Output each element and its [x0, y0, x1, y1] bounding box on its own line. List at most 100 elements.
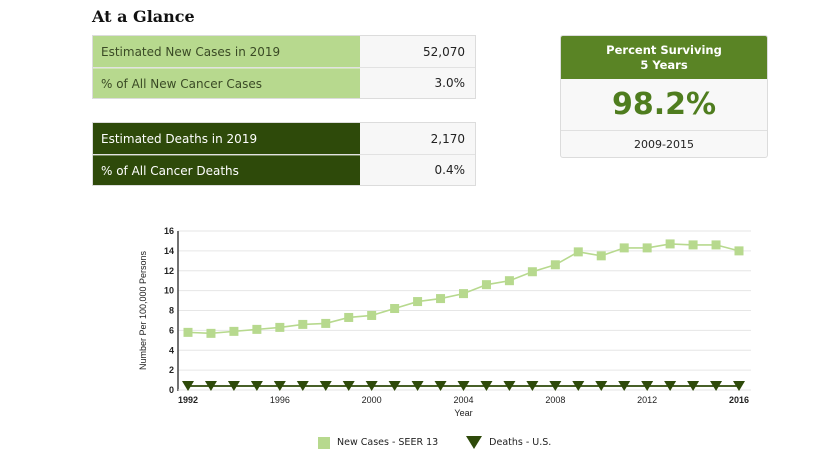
data-point[interactable] — [344, 312, 354, 322]
triangle-down-marker-icon — [466, 436, 483, 449]
chart-legend: New Cases - SEER 13 Deaths - U.S. — [318, 436, 551, 449]
data-point[interactable] — [365, 381, 378, 392]
data-point[interactable] — [183, 327, 193, 337]
data-point[interactable] — [526, 381, 539, 392]
legend-item-deaths[interactable]: Deaths - U.S. — [466, 436, 551, 449]
series-line — [187, 243, 740, 335]
new-cases-label: Estimated New Cases in 2019 — [93, 36, 360, 67]
y-tick-label: 0 — [169, 385, 174, 395]
new-cases-percent-label: % of All New Cancer Cases — [93, 68, 360, 98]
chart-gridlines — [178, 230, 751, 371]
new-cases-value: 52,070 — [360, 36, 475, 67]
new-cases-table: Estimated New Cases in 2019 52,070 % of … — [92, 35, 476, 99]
data-point[interactable] — [434, 381, 447, 392]
deaths-table: Estimated Deaths in 2019 2,170 % of All … — [92, 122, 476, 186]
data-point[interactable] — [642, 243, 652, 253]
y-tick-label: 8 — [169, 306, 174, 316]
data-point[interactable] — [687, 381, 700, 392]
x-tick-label: 1992 — [178, 395, 198, 405]
new-cases-row: Estimated New Cases in 2019 52,070 — [93, 36, 475, 67]
x-axis-ticks: 1992 1996 2000 2004 2008 2012 2016 — [178, 395, 749, 405]
data-point[interactable] — [321, 318, 331, 328]
x-tick-label: 1996 — [270, 395, 290, 405]
data-point[interactable] — [503, 381, 516, 392]
survival-heading-line2: 5 Years — [640, 58, 688, 72]
x-tick-label: 2000 — [362, 395, 382, 405]
deaths-percent-value: 0.4% — [360, 155, 475, 185]
legend-label-deaths: Deaths - U.S. — [489, 437, 552, 448]
deaths-row: Estimated Deaths in 2019 2,170 — [93, 123, 475, 154]
data-point[interactable] — [527, 267, 537, 277]
data-point[interactable] — [641, 381, 654, 392]
y-tick-label: 10 — [164, 286, 174, 296]
data-point[interactable] — [204, 381, 217, 392]
data-point[interactable] — [342, 381, 355, 392]
survival-period: 2009-2015 — [634, 138, 694, 151]
legend-item-new-cases[interactable]: New Cases - SEER 13 — [318, 436, 439, 449]
data-point[interactable] — [688, 240, 698, 250]
y-tick-label: 4 — [169, 345, 174, 355]
data-point[interactable] — [252, 324, 262, 334]
data-point[interactable] — [182, 381, 194, 392]
data-point[interactable] — [273, 381, 286, 392]
data-point[interactable] — [436, 294, 446, 304]
data-point[interactable] — [388, 381, 401, 392]
data-point[interactable] — [411, 381, 424, 392]
data-point[interactable] — [296, 381, 309, 392]
data-point[interactable] — [413, 297, 423, 307]
deaths-value: 2,170 — [360, 123, 475, 154]
new-cases-percent-row: % of All New Cancer Cases 3.0% — [93, 67, 475, 98]
y-axis-ticks: 0 2 4 6 8 10 12 14 16 — [164, 226, 174, 395]
survival-card: Percent Surviving 5 Years 98.2% 2009-201… — [560, 35, 768, 158]
data-point[interactable] — [733, 381, 745, 392]
x-tick-label: 2012 — [637, 395, 657, 405]
data-point[interactable] — [664, 381, 677, 392]
data-point[interactable] — [480, 381, 493, 392]
data-point[interactable] — [550, 260, 560, 270]
y-tick-label: 6 — [169, 325, 174, 335]
deaths-percent-row: % of All Cancer Deaths 0.4% — [93, 154, 475, 185]
deaths-percent-label: % of All Cancer Deaths — [93, 155, 360, 185]
data-point[interactable] — [504, 276, 514, 286]
data-point[interactable] — [319, 381, 332, 392]
survival-value: 98.2% — [561, 79, 767, 131]
data-point[interactable] — [618, 381, 631, 392]
data-point[interactable] — [227, 381, 240, 392]
y-tick-label: 12 — [164, 266, 174, 276]
y-tick-label: 14 — [164, 246, 174, 256]
data-point[interactable] — [457, 381, 470, 392]
data-point[interactable] — [298, 319, 308, 329]
x-tick-label: 2008 — [545, 395, 565, 405]
y-tick-label: 16 — [164, 226, 174, 236]
page-title: At a Glance — [92, 7, 195, 26]
data-point[interactable] — [596, 251, 606, 261]
square-marker-icon — [318, 436, 330, 449]
data-point[interactable] — [710, 381, 723, 392]
data-point[interactable] — [390, 304, 400, 314]
data-point[interactable] — [229, 326, 239, 336]
data-point[interactable] — [367, 310, 377, 320]
chart-series — [182, 239, 745, 392]
legend-label-new-cases: New Cases - SEER 13 — [337, 437, 439, 448]
survival-heading-line1: Percent Surviving — [606, 43, 722, 57]
data-point[interactable] — [619, 243, 629, 253]
y-axis-label: Number Per 100,000 Persons — [138, 250, 148, 370]
data-point[interactable] — [250, 381, 263, 392]
series-deaths — [182, 381, 745, 392]
deaths-label: Estimated Deaths in 2019 — [93, 123, 360, 154]
new-cases-percent-value: 3.0% — [360, 68, 475, 98]
data-point[interactable] — [459, 289, 468, 299]
data-point[interactable] — [481, 280, 491, 290]
data-point[interactable] — [734, 246, 744, 256]
data-point[interactable] — [665, 239, 675, 249]
survival-heading: Percent Surviving 5 Years — [561, 36, 767, 79]
data-point[interactable] — [206, 328, 216, 338]
data-point[interactable] — [549, 381, 562, 392]
y-tick-label: 2 — [169, 365, 174, 375]
x-axis-label: Year — [454, 408, 472, 418]
data-point[interactable] — [572, 381, 585, 392]
data-point[interactable] — [595, 381, 608, 392]
data-point[interactable] — [275, 322, 285, 332]
data-point[interactable] — [711, 240, 721, 250]
data-point[interactable] — [573, 247, 583, 257]
